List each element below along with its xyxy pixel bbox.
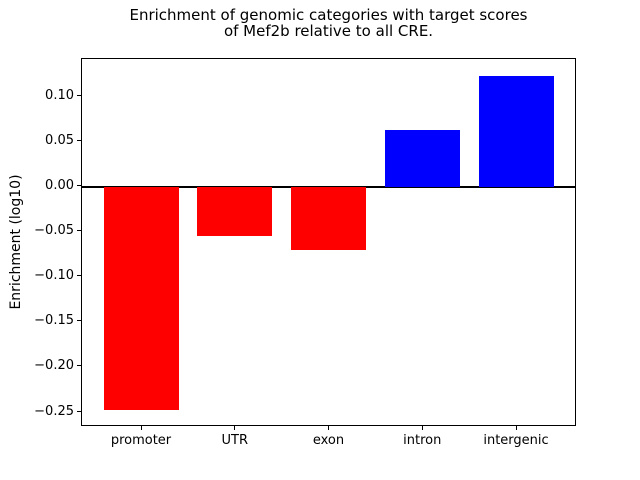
y-tick-label: 0.00 xyxy=(45,178,74,194)
bar-UTR xyxy=(197,186,273,237)
y-tick-label: −0.15 xyxy=(34,313,74,329)
y-tick-label: −0.20 xyxy=(34,358,74,374)
y-axis-tick xyxy=(77,320,81,322)
y-axis-tick xyxy=(77,275,81,277)
x-tick-label-exon: exon xyxy=(312,433,345,448)
x-tick-label-promoter: promoter xyxy=(110,433,172,448)
plot-area xyxy=(81,58,576,426)
y-tick-label: −0.10 xyxy=(34,268,74,284)
x-axis-tick xyxy=(421,426,423,430)
x-axis-tick xyxy=(140,426,142,430)
x-axis-tick xyxy=(328,426,329,430)
y-axis-tick xyxy=(77,410,81,412)
x-axis-tick xyxy=(234,426,236,430)
y-tick-label: −0.25 xyxy=(34,403,74,419)
y-tick-label: 0.10 xyxy=(45,88,74,103)
bar-intergenic xyxy=(478,75,554,187)
bar-promoter xyxy=(103,186,179,411)
y-axis-tick xyxy=(77,95,81,96)
y-axis-tick xyxy=(77,185,81,187)
y-axis-tick xyxy=(77,230,81,232)
y-axis-tick xyxy=(77,140,81,142)
x-tick-label-intron: intron xyxy=(403,433,442,448)
x-tick-label-intergenic: intergenic xyxy=(483,433,549,448)
bar-exon xyxy=(291,186,366,250)
chart-title: Enrichment of genomic categories with ta… xyxy=(129,6,528,40)
y-axis-tick xyxy=(77,365,81,367)
x-axis-tick xyxy=(515,426,517,430)
x-tick-label-UTR: UTR xyxy=(221,433,249,448)
y-tick-label: −0.05 xyxy=(34,223,74,239)
y-tick-label: 0.05 xyxy=(45,133,74,149)
bar-intron xyxy=(384,129,460,187)
